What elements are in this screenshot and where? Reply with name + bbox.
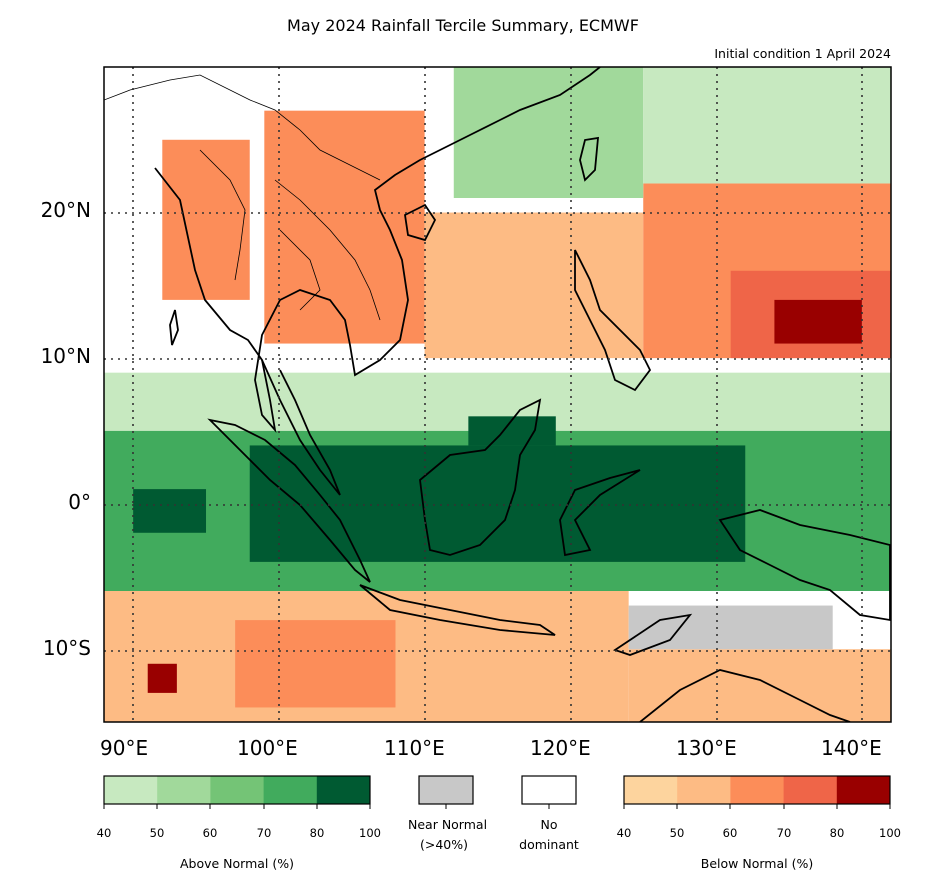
lon-label: 90°E (100, 736, 149, 760)
no-dominant-label-1: No (540, 817, 558, 832)
coastline-borneo (419, 398, 542, 556)
below-tick: 40 (616, 826, 632, 840)
coastline-sumatra (207, 418, 371, 583)
tercile-region-b60 (264, 110, 425, 344)
cb-above-segment (104, 776, 158, 804)
colorbar-above-normal (103, 775, 371, 805)
lon-label: 130°E (676, 736, 737, 760)
coastline-timor (612, 613, 693, 656)
coastlines (154, 67, 891, 722)
country-borders (104, 74, 381, 321)
above-tick: 100 (359, 826, 381, 840)
near-normal-label-1: Near Normal (408, 817, 488, 832)
tercile-region-b50 (424, 212, 644, 359)
above-tick: 60 (202, 826, 218, 840)
map-subtitle: Initial condition 1 April 2024 (714, 46, 891, 61)
cb-above-segment (210, 776, 265, 804)
below-tick: 100 (879, 826, 901, 840)
cb-below-segment (783, 776, 838, 804)
lat-label: 20°N (40, 198, 91, 222)
tercile-region-a80 (249, 445, 746, 562)
cb-above-segment (157, 776, 211, 804)
below-normal-label: Below Normal (%) (700, 856, 814, 871)
colorbar-tickmarks (103, 804, 891, 809)
coastline-taiwan (579, 136, 600, 182)
tercile-region-a40 (643, 67, 891, 184)
cb-below-segment (677, 776, 731, 804)
tercile-region-near (628, 605, 833, 650)
legend-no-dominant-swatch (521, 775, 577, 805)
coastline-indochina (154, 67, 601, 434)
cb-above-segment (316, 776, 371, 804)
above-tick: 50 (149, 826, 165, 840)
cb-below-segment (730, 776, 785, 804)
coastline-sulawesi (559, 469, 641, 557)
cb-above-segment (263, 776, 318, 804)
above-normal-label: Above Normal (%) (179, 856, 295, 871)
coastline-sri-lanka-andaman (169, 309, 179, 346)
tercile-region-b80 (774, 299, 862, 344)
tercile-region-b80 (147, 663, 177, 693)
lon-label: 100°E (237, 736, 298, 760)
coastline-philippines (574, 249, 652, 392)
lat-label: 0° (68, 490, 91, 514)
graticule (104, 67, 891, 722)
map-frame (103, 66, 892, 723)
above-tick: 80 (309, 826, 325, 840)
tercile-region-b50 (628, 649, 891, 722)
below-tick: 60 (722, 826, 738, 840)
above-tick: 70 (256, 826, 272, 840)
coastline-newguinea (718, 509, 891, 622)
coastline-hainan (404, 203, 437, 242)
near-normal-label-2: (>40%) (420, 837, 469, 852)
no-dominant-label-2: dominant (519, 837, 579, 852)
coastline-australia (639, 669, 851, 722)
tercile-cells (104, 67, 891, 722)
lat-label: 10°S (42, 636, 91, 660)
lon-label: 110°E (384, 736, 445, 760)
lon-label: 120°E (530, 736, 591, 760)
cb-below-segment (836, 776, 891, 804)
tercile-region-a50 (453, 67, 644, 198)
tercile-region-b60 (235, 620, 396, 708)
coastline-java (359, 584, 556, 636)
colorbar-below-normal (623, 775, 891, 805)
legend-near-normal-swatch (418, 775, 474, 805)
cb-below-segment (624, 776, 678, 804)
coastline-malay-peninsula (261, 359, 341, 496)
below-tick: 70 (776, 826, 792, 840)
lon-label: 140°E (821, 736, 882, 760)
map-title: May 2024 Rainfall Tercile Summary, ECMWF (287, 16, 639, 35)
above-tick: 40 (96, 826, 112, 840)
below-tick: 50 (669, 826, 685, 840)
tercile-region-b60 (162, 139, 250, 300)
below-tick: 80 (829, 826, 845, 840)
lat-label: 10°N (40, 344, 91, 368)
tercile-region-a80 (133, 489, 207, 533)
